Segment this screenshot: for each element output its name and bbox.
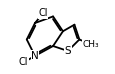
Text: N: N bbox=[31, 51, 39, 61]
Text: CH₃: CH₃ bbox=[82, 40, 98, 49]
Text: S: S bbox=[64, 46, 71, 56]
Text: Cl: Cl bbox=[19, 57, 28, 67]
Text: Cl: Cl bbox=[38, 8, 47, 18]
